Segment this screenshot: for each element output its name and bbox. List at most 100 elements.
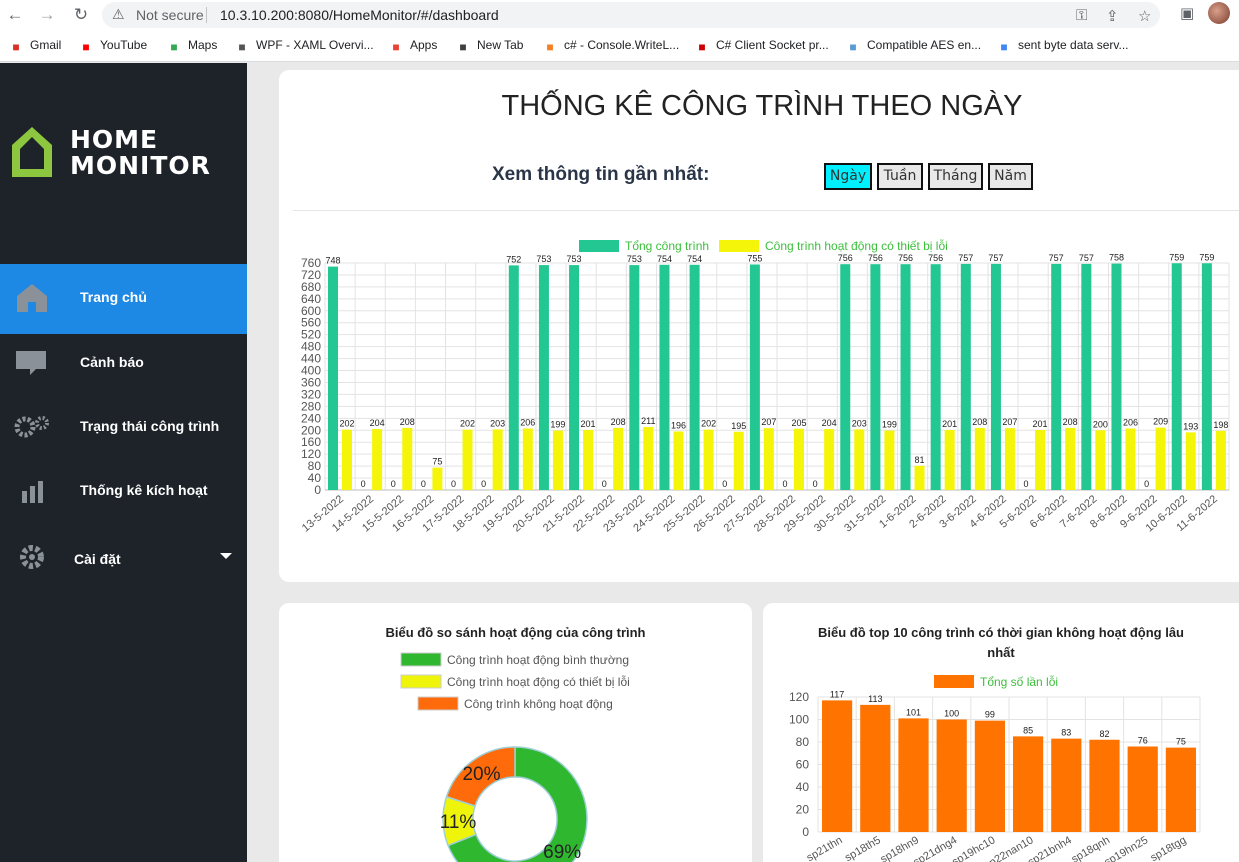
legend-label[interactable]: Công trình hoạt động bình thường: [447, 653, 629, 667]
bar-total[interactable]: [1111, 263, 1122, 490]
reload-icon[interactable]: ↻: [73, 5, 89, 24]
period-day-button[interactable]: Ngày: [824, 163, 872, 190]
bar-error-count[interactable]: [898, 718, 929, 832]
sidebar-item-activation-stats[interactable]: Thống kê kích hoạt: [0, 457, 247, 527]
bar-faulty[interactable]: [703, 429, 714, 490]
bookmark-wpf[interactable]: ■ WPF - XAML Overvi...: [234, 38, 373, 54]
donut-slice[interactable]: [445, 746, 516, 807]
bar-faulty[interactable]: [552, 430, 563, 490]
address-bar[interactable]: ⚠ Not secure 10.3.10.200:8080/HomeMonito…: [102, 2, 1160, 28]
bar-faulty[interactable]: [824, 429, 835, 490]
bookmark-apps-grid[interactable]: ■ Apps: [388, 38, 437, 54]
bar-faulty[interactable]: [643, 426, 654, 490]
bar-total[interactable]: [1201, 263, 1212, 490]
sidebar-item-home[interactable]: Trang chủ: [0, 264, 247, 334]
period-month-button[interactable]: Tháng: [928, 163, 983, 190]
share-icon[interactable]: ⇪: [1106, 8, 1119, 25]
bar-error-count[interactable]: [1165, 747, 1196, 832]
bookmark-page[interactable]: ■ Compatible AES en...: [845, 38, 981, 54]
legend-label[interactable]: Công trình hoạt động có thiết bị lỗi: [447, 674, 630, 689]
url-text[interactable]: 10.3.10.200:8080/HomeMonitor/#/dashboard: [220, 7, 499, 23]
bar-faulty[interactable]: [372, 429, 383, 490]
bar-faulty[interactable]: [884, 430, 895, 490]
bookmark-gmail[interactable]: ■ Gmail: [8, 38, 61, 54]
bar-error-count[interactable]: [1127, 746, 1158, 833]
bar-faulty[interactable]: [1035, 429, 1046, 490]
legend-label[interactable]: Công trình hoạt động có thiết bị lỗi: [765, 238, 948, 253]
bar-total[interactable]: [749, 264, 760, 490]
sidebar-item-settings[interactable]: Cài đặt: [0, 525, 247, 595]
forward-arrow-icon[interactable]: →: [38, 5, 56, 24]
bar-faulty[interactable]: [673, 431, 684, 490]
bookmark-n[interactable]: ■ C# Client Socket pr...: [694, 38, 828, 54]
bar-faulty[interactable]: [974, 427, 985, 490]
bar-faulty[interactable]: [763, 428, 774, 490]
legend-label[interactable]: Tổng công trình: [625, 239, 709, 253]
sidebar-item-alerts[interactable]: Cảnh báo: [0, 329, 247, 399]
legend-swatch[interactable]: [400, 652, 442, 667]
bar-total[interactable]: [1171, 263, 1182, 490]
legend-label[interactable]: Tổng số lần lỗi: [980, 674, 1058, 689]
bar-error-count[interactable]: [822, 700, 853, 832]
legend-swatch[interactable]: [719, 240, 759, 252]
bookmark-globe[interactable]: ■ New Tab: [455, 38, 523, 54]
period-year-button[interactable]: Năm: [988, 163, 1033, 190]
key-icon[interactable]: ⚿: [1076, 7, 1088, 24]
bar-total[interactable]: [689, 264, 700, 490]
legend-label[interactable]: Công trình không hoạt động: [464, 697, 613, 711]
bar-total[interactable]: [840, 264, 851, 490]
bookmark-maps[interactable]: ■ Maps: [166, 38, 217, 54]
bar-faulty[interactable]: [1004, 428, 1015, 490]
back-arrow-icon[interactable]: ←: [6, 5, 24, 24]
bar-error-count[interactable]: [1089, 739, 1120, 832]
bar-error-count[interactable]: [1013, 736, 1044, 832]
bar-error-count[interactable]: [1051, 738, 1082, 832]
donut-slice[interactable]: [447, 746, 588, 862]
bar-total[interactable]: [870, 264, 881, 490]
bar-faulty[interactable]: [583, 429, 594, 490]
bookmark-google[interactable]: ■ sent byte data serv...: [996, 38, 1128, 54]
bar-faulty[interactable]: [342, 429, 352, 490]
bar-total[interactable]: [900, 264, 911, 490]
bar-faulty[interactable]: [432, 467, 443, 490]
bar-faulty[interactable]: [1215, 430, 1226, 490]
bar-faulty[interactable]: [462, 429, 473, 490]
bar-total[interactable]: [508, 265, 519, 490]
bar-total[interactable]: [629, 265, 640, 490]
bar-total[interactable]: [659, 264, 670, 490]
bar-faulty[interactable]: [522, 428, 533, 490]
bar-total[interactable]: [960, 263, 971, 490]
legend-swatch[interactable]: [934, 675, 974, 688]
bar-total[interactable]: [328, 266, 338, 490]
bar-faulty[interactable]: [613, 427, 624, 490]
bar-faulty[interactable]: [1065, 427, 1076, 490]
bookmark-youtube[interactable]: ■ YouTube: [78, 38, 147, 54]
bar-error-count[interactable]: [936, 719, 967, 833]
legend-swatch[interactable]: [579, 240, 619, 252]
bookmark-stackoverflow[interactable]: ■ c# - Console.WriteL...: [542, 38, 679, 54]
bar-total[interactable]: [1081, 263, 1092, 490]
bar-faulty[interactable]: [914, 465, 925, 490]
bar-faulty[interactable]: [1185, 432, 1196, 490]
bar-total[interactable]: [569, 265, 580, 490]
bar-total[interactable]: [930, 264, 941, 490]
legend-swatch[interactable]: [417, 696, 459, 711]
bar-faulty[interactable]: [1125, 428, 1136, 490]
legend-swatch[interactable]: [400, 674, 442, 689]
home-monitor-logo[interactable]: HOME MONITOR: [6, 123, 246, 183]
period-week-button[interactable]: Tuần: [877, 163, 923, 190]
bar-faulty[interactable]: [492, 429, 503, 490]
bar-faulty[interactable]: [794, 428, 804, 490]
bookmark-star-icon[interactable]: ☆: [1138, 8, 1152, 25]
bar-faulty[interactable]: [733, 431, 744, 490]
bar-faulty[interactable]: [854, 429, 865, 490]
bar-total[interactable]: [990, 263, 1001, 490]
sidebar-item-building-status[interactable]: Trạng thái công trình: [0, 393, 247, 463]
bar-error-count[interactable]: [974, 720, 1005, 832]
bar-faulty[interactable]: [1155, 427, 1166, 490]
bar-total[interactable]: [1051, 263, 1062, 490]
bar-faulty[interactable]: [402, 427, 413, 490]
bar-total[interactable]: [538, 265, 549, 490]
bar-faulty[interactable]: [1095, 430, 1106, 490]
bar-faulty[interactable]: [944, 429, 955, 490]
